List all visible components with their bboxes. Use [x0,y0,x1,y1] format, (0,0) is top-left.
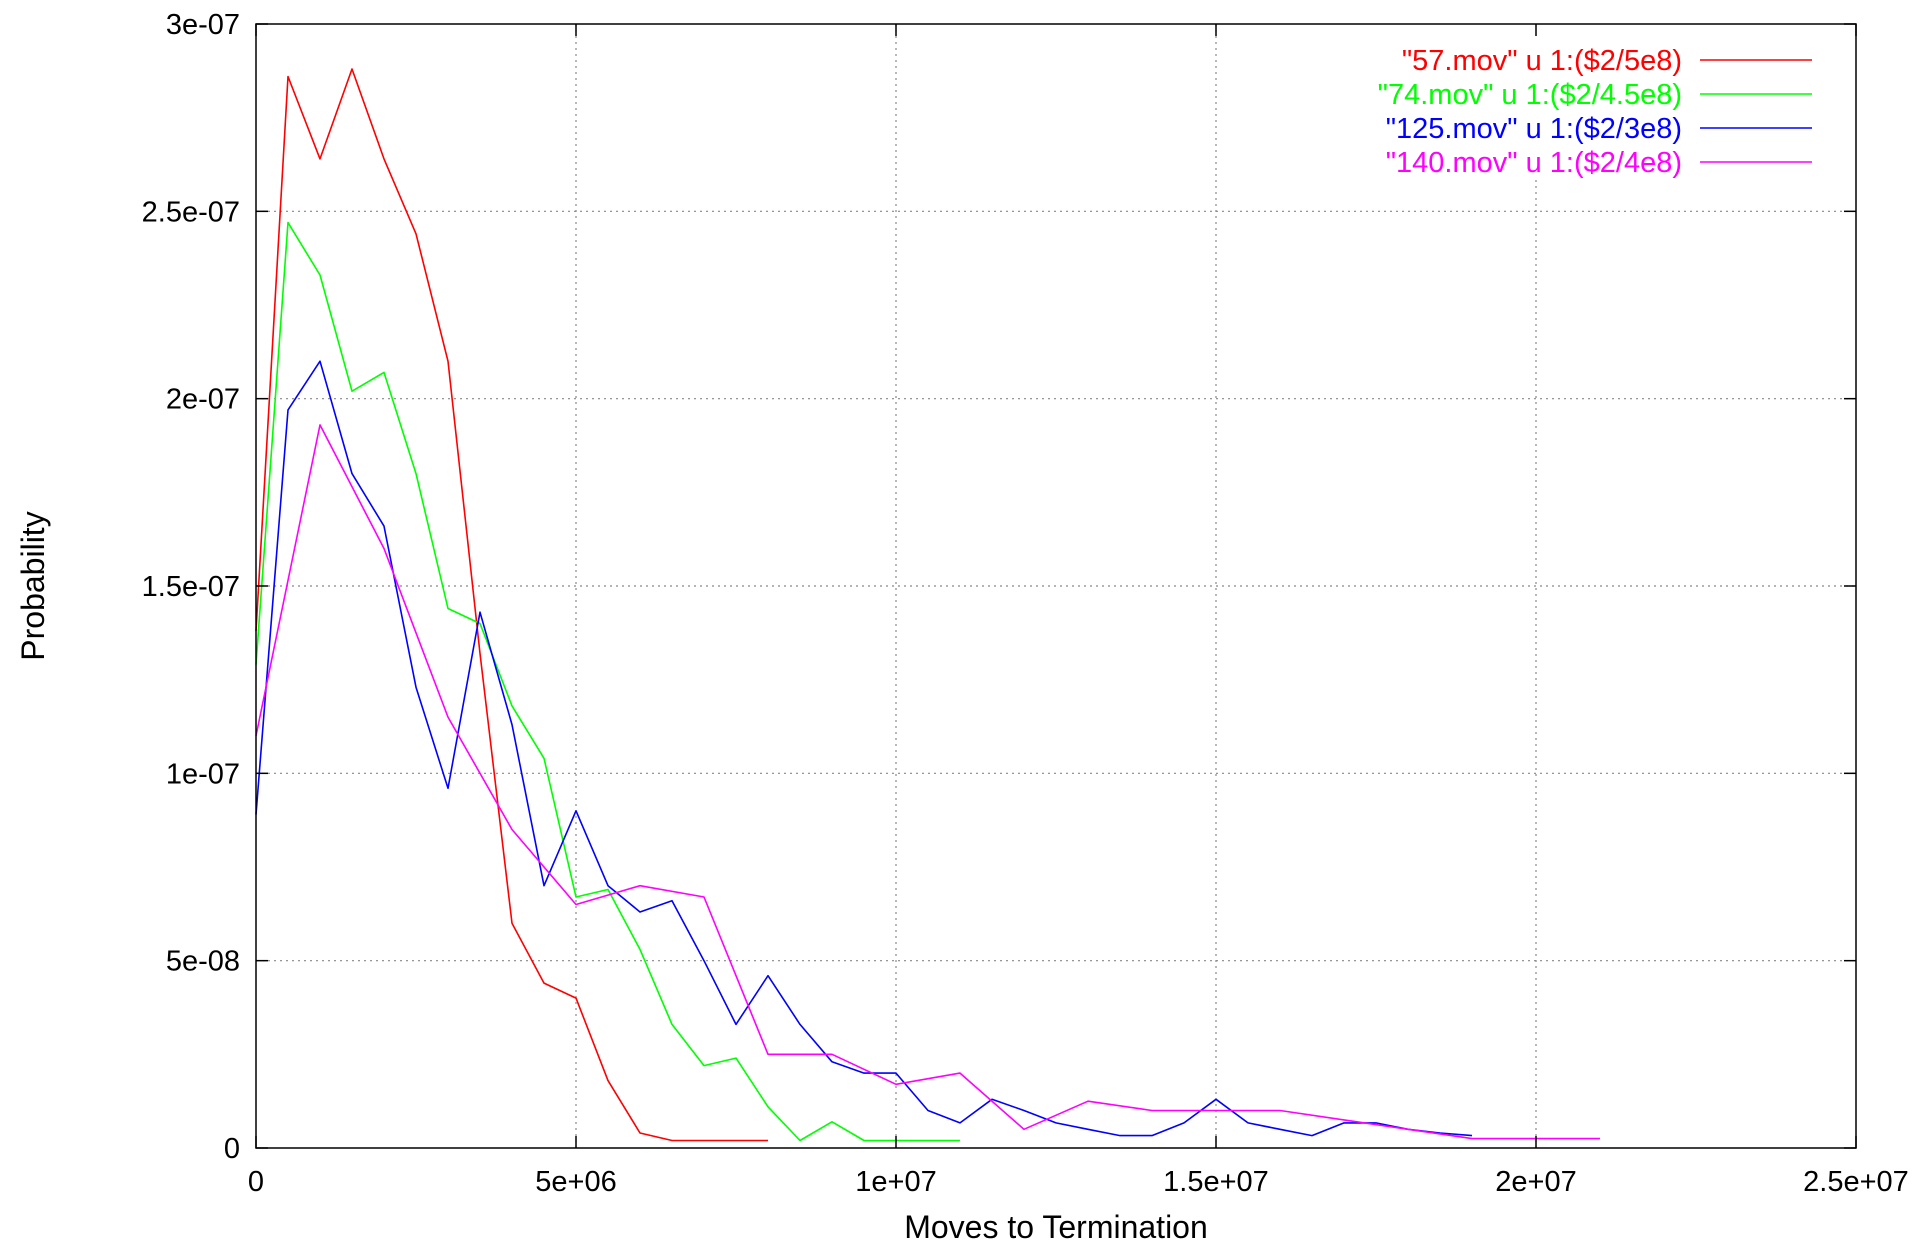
y-tick-label: 1e-07 [166,758,240,790]
legend-label: "57.mov" u 1:($2/5e8) [1402,45,1682,77]
series-line-1 [255,68,768,1142]
y-tick-label: 3e-07 [166,9,240,41]
x-tick-label: 1e+07 [855,1166,936,1198]
x-tick-label: 2.5e+07 [1803,1166,1909,1198]
x-tick-label: 1.5e+07 [1163,1166,1269,1198]
x-tick-label: 2e+07 [1495,1166,1576,1198]
y-tick-label: 1.5e-07 [142,571,240,603]
legend-label: "74.mov" u 1:($2/4.5e8) [1378,79,1682,111]
y-axis-label: Probability [15,511,51,660]
series-line-4 [255,424,1600,1140]
axis-ticks: 0 5e+06 1e+07 1.5e+07 2e+07 2.5e+07 0 5e-08 1e-0… [142,9,1909,1198]
legend: "57.mov" u 1:($2/5e8)"74.mov" u 1:($2/4.… [1378,45,1812,179]
legend-label: "140.mov" u 1:($2/4e8) [1386,147,1682,179]
grid-lines [256,24,1856,1148]
y-tick-label: 2e-07 [166,384,240,416]
series-line-3 [255,360,1473,1137]
series-lines [255,68,1600,1142]
legend-label: "125.mov" u 1:($2/3e8) [1386,113,1682,145]
y-tick-label: 5e-08 [166,946,240,978]
series-line-2 [255,221,960,1142]
x-tick-label: 0 [248,1166,264,1198]
y-tick-label: 0 [224,1133,240,1165]
x-axis-label: Moves to Termination [904,1209,1208,1245]
x-tick-label: 5e+06 [535,1166,616,1198]
y-tick-label: 2.5e-07 [142,196,240,228]
